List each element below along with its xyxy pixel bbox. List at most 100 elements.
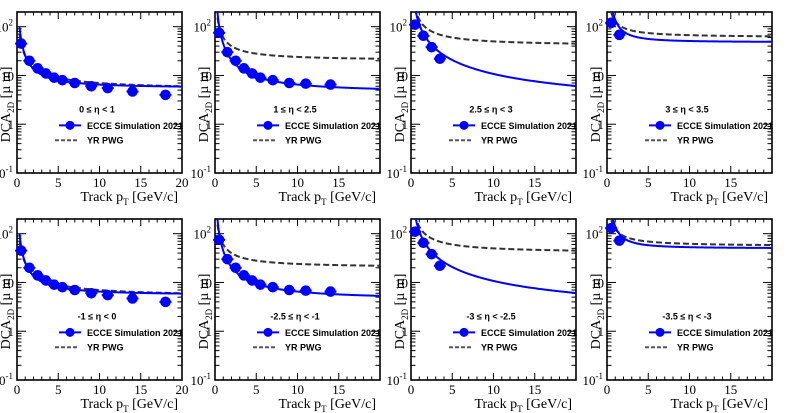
data-point <box>222 253 233 265</box>
data-point <box>238 270 250 281</box>
data-point <box>32 63 43 74</box>
yr-pwg-curve <box>609 219 772 247</box>
x-tick-label: 20 <box>176 382 189 397</box>
x-tick-label: 5 <box>253 382 260 397</box>
y-tick-label: 10-1 <box>0 164 13 181</box>
y-tick-label: 1 <box>598 324 605 339</box>
x-tick-label: 5 <box>55 175 62 190</box>
legend-sim-marker <box>263 120 273 130</box>
panel-4: 0 5 10 15 10-1 1 10 102 DCA2D [µ m] Track pT [GeV… <box>583 11 773 207</box>
yr-pwg-curve <box>18 240 182 295</box>
y-tick-label: 10-1 <box>583 164 604 181</box>
data-point <box>255 279 266 290</box>
x-axis-label: Track pT [GeV/c] <box>670 190 768 207</box>
x-axis-label: Track pT [GeV/c] <box>80 397 178 413</box>
data-point <box>24 262 35 274</box>
plot-frame <box>410 11 577 174</box>
data-point <box>614 235 625 246</box>
legend-sim-label: ECCE Simulation 2021 <box>481 121 577 131</box>
legend-sim-marker <box>459 327 469 337</box>
legend-yr-label: YR PWG <box>285 343 322 353</box>
data-point <box>24 55 35 67</box>
panel-3: 0 5 10 15 10-1 1 10 102 DCA2D [µ m] Track pT [GeV… <box>387 11 577 207</box>
y-tick-label: 1 <box>8 117 15 132</box>
y-axis-label: DCA2D [µ m] <box>197 274 214 350</box>
data-point <box>40 275 52 286</box>
legend-sim-label: ECCE Simulation 2021 <box>481 328 577 338</box>
x-tick-label: 10 <box>487 175 500 190</box>
y-tick-label: 10-1 <box>191 371 212 388</box>
data-point <box>434 53 446 65</box>
x-tick-label: 10 <box>93 175 106 190</box>
data-point <box>246 68 258 79</box>
legend-yr-label: YR PWG <box>677 136 714 146</box>
y-tick-label: 10-1 <box>0 371 13 388</box>
y-axis-label: DCA2D [µ m] <box>0 274 16 350</box>
data-point <box>418 30 429 42</box>
x-tick-label: 20 <box>176 175 189 190</box>
legend-sim-marker <box>65 327 75 337</box>
eta-range-label: -2.5 ≤ η < -1 <box>270 312 319 322</box>
y-tick-label: 10 <box>199 68 212 83</box>
x-tick-label: 10 <box>291 382 304 397</box>
yr-pwg-curve <box>610 12 772 38</box>
fit-curve <box>414 12 576 87</box>
data-point <box>409 226 421 237</box>
data-point <box>160 296 171 308</box>
legend-sim-label: ECCE Simulation 2021 <box>677 328 773 338</box>
x-tick-label: 0 <box>408 382 415 397</box>
x-axis-label: Track pT [GeV/c] <box>474 397 572 413</box>
eta-range-label: 0 ≤ η < 1 <box>79 105 115 115</box>
data-point <box>614 29 625 41</box>
x-tick-label: 10 <box>487 382 500 397</box>
data-point <box>102 289 114 301</box>
x-axis-label: Track pT [GeV/c] <box>80 190 178 207</box>
legend-sim-label: ECCE Simulation 2021 <box>677 121 773 131</box>
y-axis-label: DCA2D [µ m] <box>393 67 410 143</box>
x-axis-label: Track pT [GeV/c] <box>278 190 376 207</box>
x-axis-label: Track pT [GeV/c] <box>474 190 572 207</box>
y-tick-label: 10-1 <box>387 371 408 388</box>
x-tick-label: 0 <box>408 175 415 190</box>
y-tick-label: 10 <box>1 68 14 83</box>
eta-range-label: 3 ≤ η < 3.5 <box>665 105 708 115</box>
y-axis-label: DCA2D [µ m] <box>197 67 214 143</box>
x-tick-label: 5 <box>449 175 456 190</box>
y-tick-label: 1 <box>206 117 213 132</box>
plot-frame <box>214 218 381 381</box>
y-tick-label: 102 <box>0 225 13 242</box>
legend-sim-label: ECCE Simulation 2021 <box>87 121 183 131</box>
data-point <box>409 19 421 30</box>
data-point <box>213 234 225 246</box>
y-tick-label: 10-1 <box>583 371 604 388</box>
data-point <box>15 245 27 256</box>
eta-range-label: -3.5 ≤ η < -3 <box>662 312 711 322</box>
legend-sim-label: ECCE Simulation 2021 <box>87 328 183 338</box>
y-tick-label: 1 <box>402 324 409 339</box>
panel-1: 0 5 10 15 20 10-1 1 10 102 DCA2D [µ m] Track pT [G… <box>0 11 189 207</box>
data-point <box>230 262 241 274</box>
legend-yr-label: YR PWG <box>677 343 714 353</box>
x-tick-label: 15 <box>134 382 147 397</box>
x-tick-label: 10 <box>93 382 106 397</box>
data-point <box>57 74 68 86</box>
data-point <box>127 86 138 97</box>
eta-range-label: 2.5 ≤ η < 3 <box>469 105 512 115</box>
y-tick-label: 102 <box>586 18 604 35</box>
fit-curve <box>216 219 380 297</box>
data-point <box>283 284 295 296</box>
data-point <box>222 46 233 58</box>
panel-2: 0 5 10 15 10-1 1 10 102 DCA2D [µ m] Track pT [GeV… <box>191 11 381 207</box>
y-tick-label: 1 <box>206 324 213 339</box>
data-point <box>300 78 312 89</box>
fit-curve <box>414 219 576 294</box>
panel-7: 0 5 10 15 10-1 1 10 102 DCA2D [µ m] Track pT [GeV… <box>387 218 577 413</box>
legend-sim-marker <box>459 120 469 130</box>
x-tick-label: 0 <box>212 175 219 190</box>
x-axis-label: Track pT [GeV/c] <box>278 397 376 413</box>
y-tick-label: 10 <box>395 275 408 290</box>
x-tick-label: 10 <box>291 175 304 190</box>
y-tick-label: 1 <box>8 324 15 339</box>
y-axis-label: DCA2D [µ m] <box>589 274 606 350</box>
plot-frame <box>410 218 577 381</box>
